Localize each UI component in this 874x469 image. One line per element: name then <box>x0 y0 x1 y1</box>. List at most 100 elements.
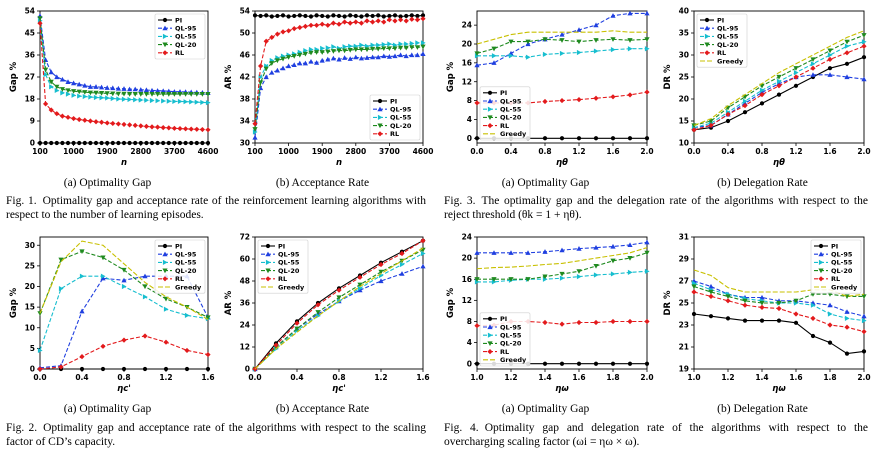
data-point <box>263 74 269 80</box>
data-point <box>199 126 205 133</box>
data-point <box>793 70 799 76</box>
data-point <box>275 13 280 19</box>
data-point <box>48 79 54 85</box>
legend-marker <box>704 17 710 23</box>
y-axis-label: Gap % <box>9 287 19 318</box>
series-line <box>39 240 209 320</box>
legend-marker <box>162 33 168 39</box>
data-point <box>359 42 364 48</box>
y-tick-label: 27 <box>25 73 35 82</box>
data-point <box>691 311 697 317</box>
x-tick-label: 1.2 <box>572 147 585 156</box>
data-point <box>370 13 375 19</box>
data-point <box>127 92 133 97</box>
data-point <box>205 366 211 372</box>
data-point <box>166 140 171 146</box>
data-point <box>161 140 166 146</box>
data-point <box>308 50 314 56</box>
legend-entry: QL-20 <box>717 41 739 49</box>
data-point <box>188 126 194 132</box>
data-point <box>60 90 65 96</box>
data-point <box>358 55 364 61</box>
data-point <box>644 250 650 256</box>
data-point <box>375 18 381 24</box>
data-point <box>110 95 116 102</box>
data-point <box>810 72 816 77</box>
figure-label: Fig. 4. <box>444 422 479 434</box>
chart-fig1b: 100 1000 1900 2800 3700 4600 30 34 38 42 46 50 54 n AR… <box>215 6 433 171</box>
data-point <box>274 31 280 37</box>
data-point <box>100 343 106 349</box>
data-point <box>593 244 599 250</box>
data-point <box>627 242 633 247</box>
data-point <box>302 60 308 66</box>
y-tick-label: 12 <box>462 296 472 305</box>
legend-entry: PI <box>175 242 182 250</box>
data-point <box>593 272 599 278</box>
data-point <box>54 140 59 146</box>
series-pi <box>37 140 211 146</box>
data-point <box>79 354 85 360</box>
data-point <box>593 38 599 43</box>
data-point <box>353 13 358 19</box>
data-point <box>100 275 106 281</box>
data-point <box>474 100 480 106</box>
data-point <box>177 140 183 146</box>
data-point <box>542 136 548 141</box>
data-point <box>76 116 82 123</box>
y-tick-label: 10 <box>679 139 689 148</box>
data-point <box>166 92 172 97</box>
subcaption-fig4a: (a) Optimality Gap <box>501 403 590 415</box>
data-point <box>205 140 211 146</box>
data-point <box>37 20 43 26</box>
data-point <box>76 89 82 95</box>
data-point <box>138 140 143 146</box>
data-point <box>121 121 127 128</box>
data-point <box>844 43 850 49</box>
y-axis-label: AR % <box>224 290 234 315</box>
subcaption-fig1a: (a) Optimality Gap <box>63 177 152 189</box>
data-point <box>474 279 480 285</box>
series-greedy <box>254 247 424 370</box>
y-tick-label: 20 <box>25 282 35 291</box>
data-point <box>844 315 850 321</box>
data-point <box>200 99 205 106</box>
legend-marker <box>377 123 383 129</box>
legend-marker <box>162 25 168 31</box>
data-point <box>844 50 850 56</box>
x-tick-label: 0.4 <box>75 373 88 382</box>
data-point <box>314 50 320 55</box>
data-point <box>347 47 353 53</box>
y-tick-label: 24 <box>462 21 472 30</box>
data-point <box>93 90 99 96</box>
y-axis-label: Gap % <box>446 287 456 318</box>
data-point <box>759 294 765 300</box>
x-tick-label: 100 <box>32 147 48 156</box>
x-axis-label: ηc' <box>117 384 131 394</box>
data-point <box>205 315 211 321</box>
x-tick-label: 0.0 <box>470 147 483 156</box>
data-point <box>420 51 426 56</box>
data-point <box>644 37 650 42</box>
x-tick-label: 2.0 <box>640 373 653 382</box>
data-point <box>359 14 364 19</box>
data-point <box>274 67 280 73</box>
data-point <box>759 101 765 106</box>
legend-entry: Greedy <box>500 356 527 364</box>
data-point <box>99 91 105 96</box>
y-tick-label: 0 <box>30 365 35 374</box>
data-point <box>166 98 172 104</box>
data-point <box>576 27 582 32</box>
data-point <box>297 52 303 58</box>
data-point <box>376 42 381 48</box>
data-point <box>810 302 816 308</box>
data-point <box>576 39 582 45</box>
data-point <box>610 243 616 249</box>
data-point <box>194 92 200 97</box>
data-point <box>189 140 194 146</box>
data-point <box>93 94 99 101</box>
data-point <box>142 366 148 372</box>
data-point <box>861 43 867 49</box>
y-tick-label: 45 <box>25 29 35 38</box>
